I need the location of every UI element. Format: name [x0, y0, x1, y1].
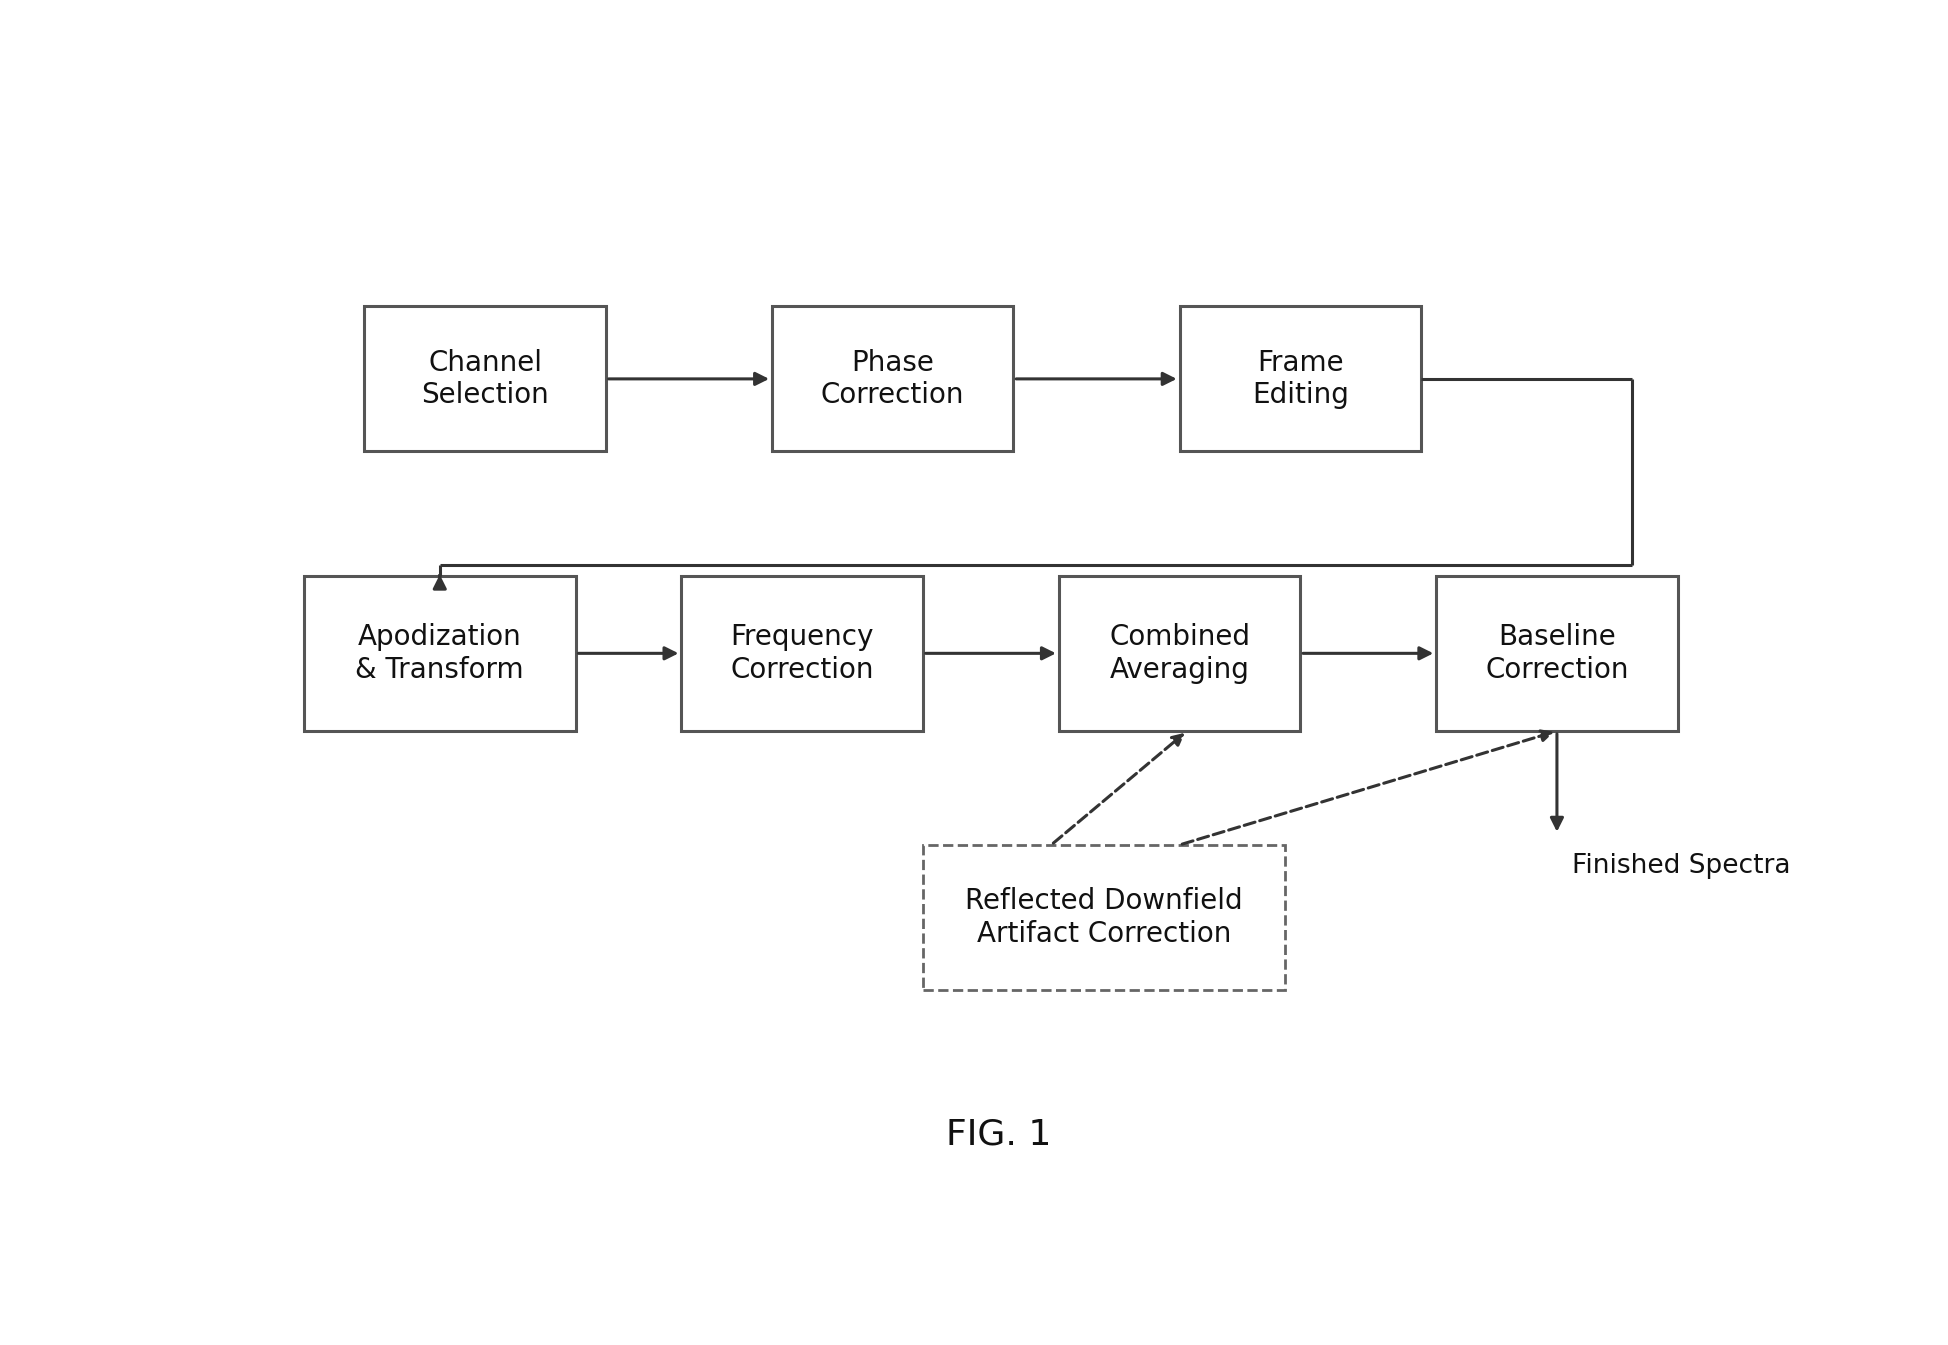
Text: Combined
Averaging: Combined Averaging [1108, 623, 1251, 683]
FancyBboxPatch shape [682, 576, 923, 732]
Text: Reflected Downfield
Artifact Correction: Reflected Downfield Artifact Correction [964, 888, 1243, 948]
Text: Frame
Editing: Frame Editing [1253, 348, 1348, 409]
Text: Apodization
& Transform: Apodization & Transform [355, 623, 524, 683]
Text: Baseline
Correction: Baseline Correction [1484, 623, 1629, 683]
Text: Phase
Correction: Phase Correction [820, 348, 964, 409]
FancyBboxPatch shape [771, 307, 1013, 452]
FancyBboxPatch shape [1060, 576, 1301, 732]
FancyBboxPatch shape [304, 576, 577, 732]
FancyBboxPatch shape [1436, 576, 1677, 732]
Text: FIG. 1: FIG. 1 [945, 1118, 1052, 1151]
Text: Channel
Selection: Channel Selection [421, 348, 549, 409]
FancyBboxPatch shape [1180, 307, 1422, 452]
FancyBboxPatch shape [923, 845, 1286, 990]
Text: Frequency
Correction: Frequency Correction [730, 623, 875, 683]
FancyBboxPatch shape [364, 307, 606, 452]
Text: Finished Spectra: Finished Spectra [1572, 853, 1790, 878]
